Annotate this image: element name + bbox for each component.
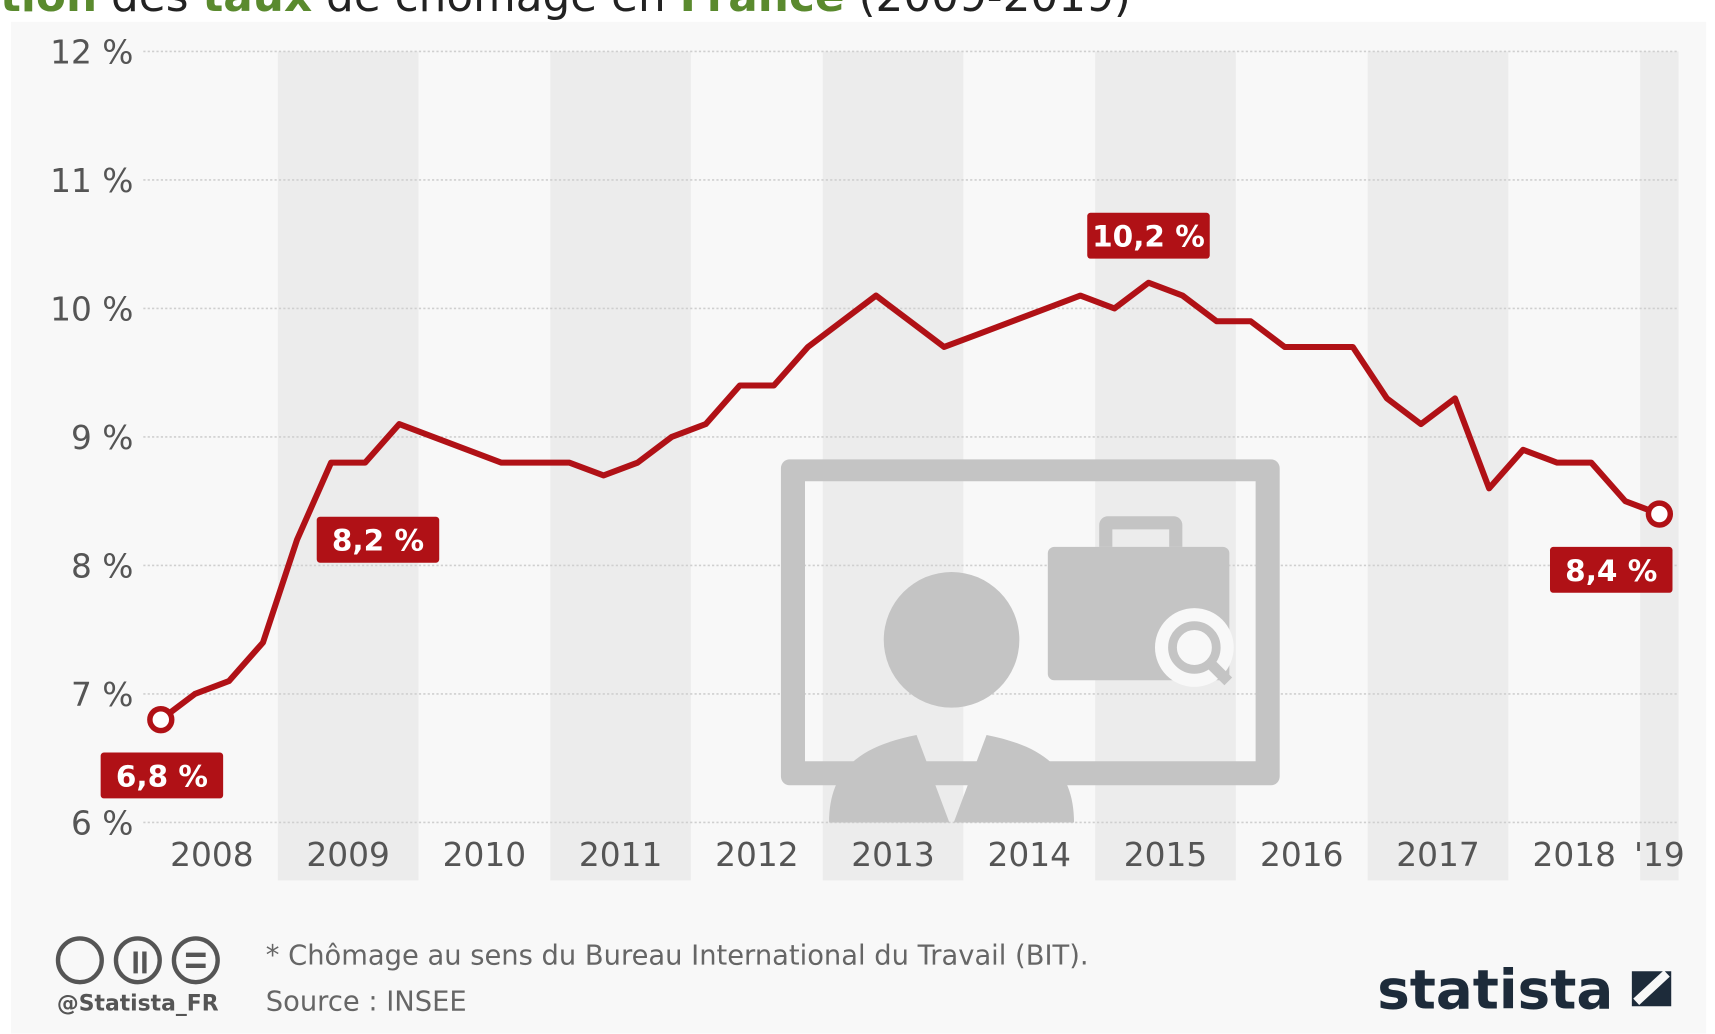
x-tick-label: 2018 (1532, 836, 1615, 874)
x-tick-label: 2010 (443, 836, 526, 874)
title-part: de chômage en (312, 0, 680, 22)
x-tick-label: 2009 (306, 836, 389, 874)
y-tick-label: 12 % (50, 33, 133, 71)
value-label-text: 6,8 % (116, 759, 208, 793)
y-tick-label: 7 % (71, 676, 133, 714)
x-tick-label: '19 (1634, 836, 1685, 874)
chart-title: tion des taux de chômage en France (2009… (0, 0, 1131, 22)
x-tick-label: 2015 (1124, 836, 1207, 874)
source: Source : INSEE (266, 987, 467, 1018)
value-label: 10,2 % (1087, 213, 1209, 259)
brand: statista (1377, 957, 1613, 1021)
y-tick-label: 9 % (71, 419, 133, 457)
year-band (1640, 51, 1678, 880)
x-tick-label: 2008 (170, 836, 253, 874)
x-tick-label: 2013 (851, 836, 934, 874)
page: {"chart_data":{"type":"line", "title_par… (0, 0, 1715, 1034)
title-part: tion (0, 0, 97, 22)
end-point (150, 709, 172, 731)
year-band (1368, 51, 1509, 880)
title-part: des (97, 0, 202, 22)
end-point (1648, 503, 1670, 525)
x-tick-label: 2017 (1396, 836, 1479, 874)
title-part: France (680, 0, 845, 22)
brand-logo (1627, 967, 1675, 1011)
y-tick-label: 10 % (50, 290, 133, 328)
x-tick-label: 2012 (715, 836, 798, 874)
footnote: * Chômage au sens du Bureau Internationa… (266, 941, 1089, 972)
value-label: 8,2 % (317, 517, 439, 563)
handle: @Statista_FR (57, 992, 219, 1017)
y-tick-label: 11 % (50, 162, 133, 200)
y-tick-label: 8 % (71, 547, 133, 585)
value-label-text: 8,4 % (1565, 554, 1657, 588)
value-label-text: 10,2 % (1092, 220, 1205, 254)
x-tick-label: 2011 (579, 836, 662, 874)
value-label: 8,4 % (1550, 547, 1672, 593)
x-tick-label: 2016 (1260, 836, 1343, 874)
value-label-text: 8,2 % (332, 524, 424, 558)
x-tick-label: 2014 (988, 836, 1071, 874)
value-label: 6,8 % (101, 752, 223, 798)
title-part: taux (202, 0, 312, 22)
year-band (278, 51, 419, 880)
title-part: (2009-2019) (845, 0, 1131, 22)
y-tick-label: 6 % (71, 805, 133, 843)
chart: tion des taux de chômage en France (2009… (0, 0, 1715, 1034)
